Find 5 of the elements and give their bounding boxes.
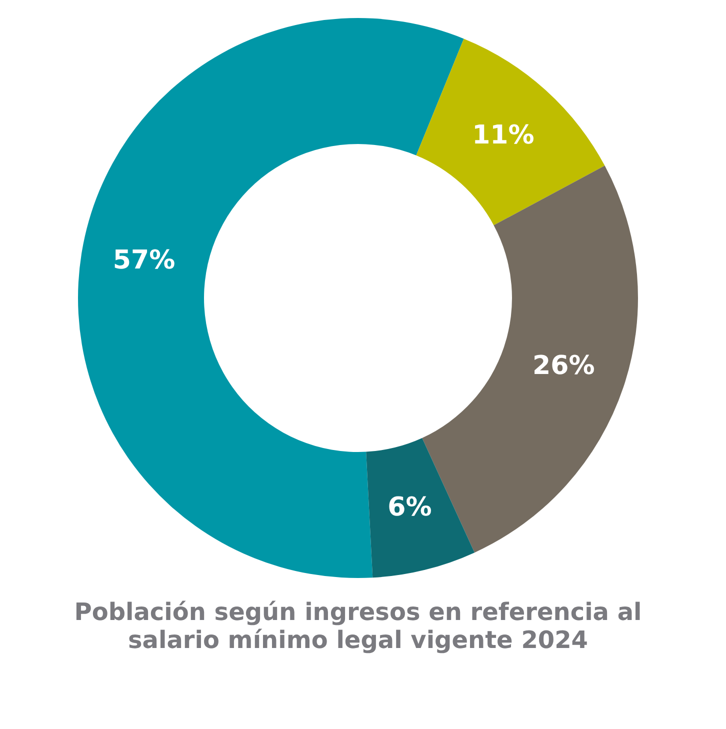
data-label: 57%	[112, 246, 176, 276]
data-label: 26%	[532, 350, 595, 381]
data-label: 11%	[472, 120, 534, 150]
data-label: 6%	[388, 492, 432, 522]
text: Población según ingresos en referencia al salario mínimo legal vigente 2024	[73, 598, 643, 654]
